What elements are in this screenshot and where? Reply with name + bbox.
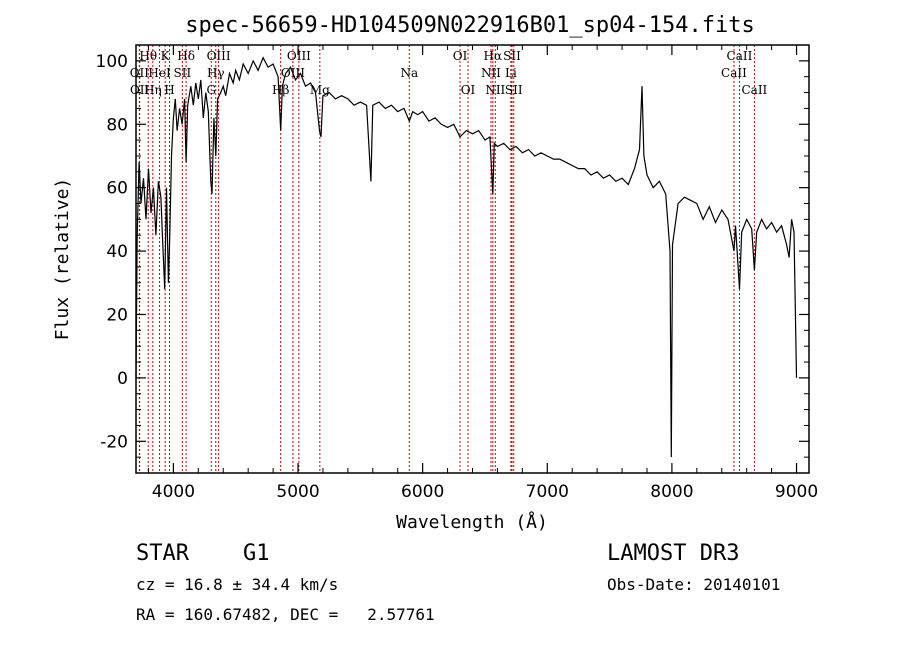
redshift-readout: cz = 16.8 ± 34.4 km/s (136, 575, 338, 594)
line-label: OII (130, 66, 150, 80)
line-label: K (161, 49, 171, 63)
y-tick-label: 20 (106, 305, 128, 325)
line-label: SII (503, 49, 521, 63)
line-label: Mg (310, 83, 330, 97)
line-label: G (206, 83, 216, 97)
line-label: NII (485, 83, 505, 97)
line-label: OI (461, 83, 476, 97)
y-tick-label: 60 (106, 179, 128, 199)
line-label: Li (505, 66, 517, 80)
line-label: OIII (287, 49, 311, 63)
line-markers (138, 45, 755, 473)
y-axis-ticks: -20 0 20 40 60 80 100 (96, 44, 809, 458)
x-tick-label: 8000 (650, 482, 693, 502)
chart-title: spec-56659-HD104509N022916B01_sp04-154.f… (185, 13, 755, 38)
line-label: CaII (727, 49, 753, 63)
line-label: OI (453, 49, 468, 63)
x-tick-label: 7000 (526, 482, 569, 502)
y-axis-label: Flux (relative) (52, 178, 73, 341)
plot-frame (135, 44, 810, 474)
x-tick-label: 6000 (401, 482, 444, 502)
line-label: Hθ (139, 49, 157, 63)
line-label: CaII (741, 83, 767, 97)
y-tick-label: 0 (117, 369, 128, 389)
x-tick-label: 4000 (152, 482, 195, 502)
line-label: H (164, 83, 174, 97)
line-label: Hδ (177, 49, 195, 63)
x-axis-ticks: 4000 5000 6000 7000 8000 9000 (147, 45, 818, 502)
x-axis-label: Wavelength (Å) (396, 511, 548, 533)
line-label: SII (174, 66, 192, 80)
line-label: SII (505, 83, 523, 97)
object-subclass: G1 (243, 541, 270, 566)
obs-date: Obs-Date: 20140101 (607, 575, 780, 594)
line-label: CaII (721, 66, 747, 80)
y-tick-label: -20 (100, 432, 128, 452)
line-label: HeI (148, 66, 171, 80)
spectrum-line (135, 56, 798, 458)
y-tick-label: 100 (96, 52, 128, 72)
x-tick-label: 9000 (775, 482, 818, 502)
line-label: Hη (144, 83, 162, 97)
line-label: Hβ (272, 83, 289, 97)
y-tick-label: 80 (106, 115, 128, 135)
line-label: NII (481, 66, 501, 80)
line-label: Hγ (207, 66, 225, 80)
object-class: STAR (136, 541, 190, 566)
line-label: OII (130, 83, 150, 97)
coordinates: RA = 160.67482, DEC = 2.57761 (136, 605, 435, 624)
line-label: Na (400, 66, 418, 80)
line-label: Hα (484, 49, 503, 63)
survey-name: LAMOST DR3 (607, 541, 739, 566)
y-tick-label: 40 (106, 242, 128, 262)
x-tick-label: 5000 (276, 482, 319, 502)
line-label: OIII (207, 49, 231, 63)
